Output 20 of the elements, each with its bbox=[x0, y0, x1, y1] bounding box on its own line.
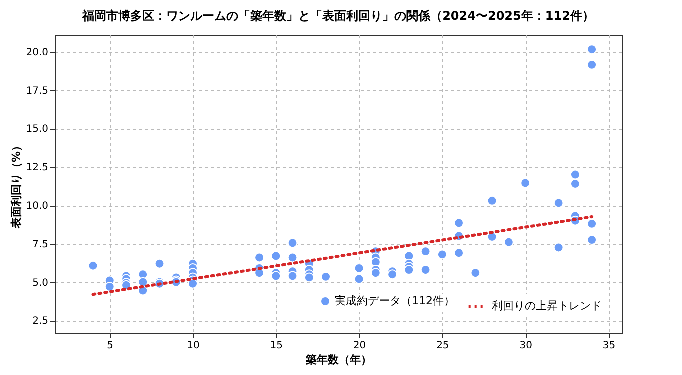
chart-title: 福岡市博多区：ワンルームの「築年数」と「表面利回り」の関係（2024〜2025年：112件） bbox=[82, 9, 594, 23]
x-tick-label: 30 bbox=[520, 340, 532, 352]
x-tick-label: 15 bbox=[270, 340, 284, 352]
y-tick-label: 15.0 bbox=[26, 124, 48, 136]
legend-label: 利回りの上昇トレンド bbox=[492, 300, 602, 312]
y-tick-label: 12.5 bbox=[26, 162, 48, 174]
y-tick-label: 5.0 bbox=[32, 278, 48, 289]
y-axis-title: 表面利回り（%） bbox=[10, 140, 24, 230]
x-axis-title: 築年数（年） bbox=[305, 354, 372, 366]
y-tick-label: 7.5 bbox=[32, 239, 48, 250]
y-tick-label: 17.5 bbox=[26, 86, 48, 97]
y-tick-label: 2.5 bbox=[32, 316, 48, 328]
x-tick-label: 20 bbox=[353, 340, 366, 352]
x-tick-label: 10 bbox=[187, 340, 200, 352]
x-tick-label: 5 bbox=[107, 340, 114, 352]
x-tick-label: 35 bbox=[602, 340, 616, 352]
x-tick-label: 25 bbox=[436, 340, 450, 352]
y-tick-label: 20.0 bbox=[26, 47, 48, 58]
y-tick-label: 10.0 bbox=[26, 201, 48, 212]
legend-label: 実成約データ（112件） bbox=[335, 294, 455, 308]
